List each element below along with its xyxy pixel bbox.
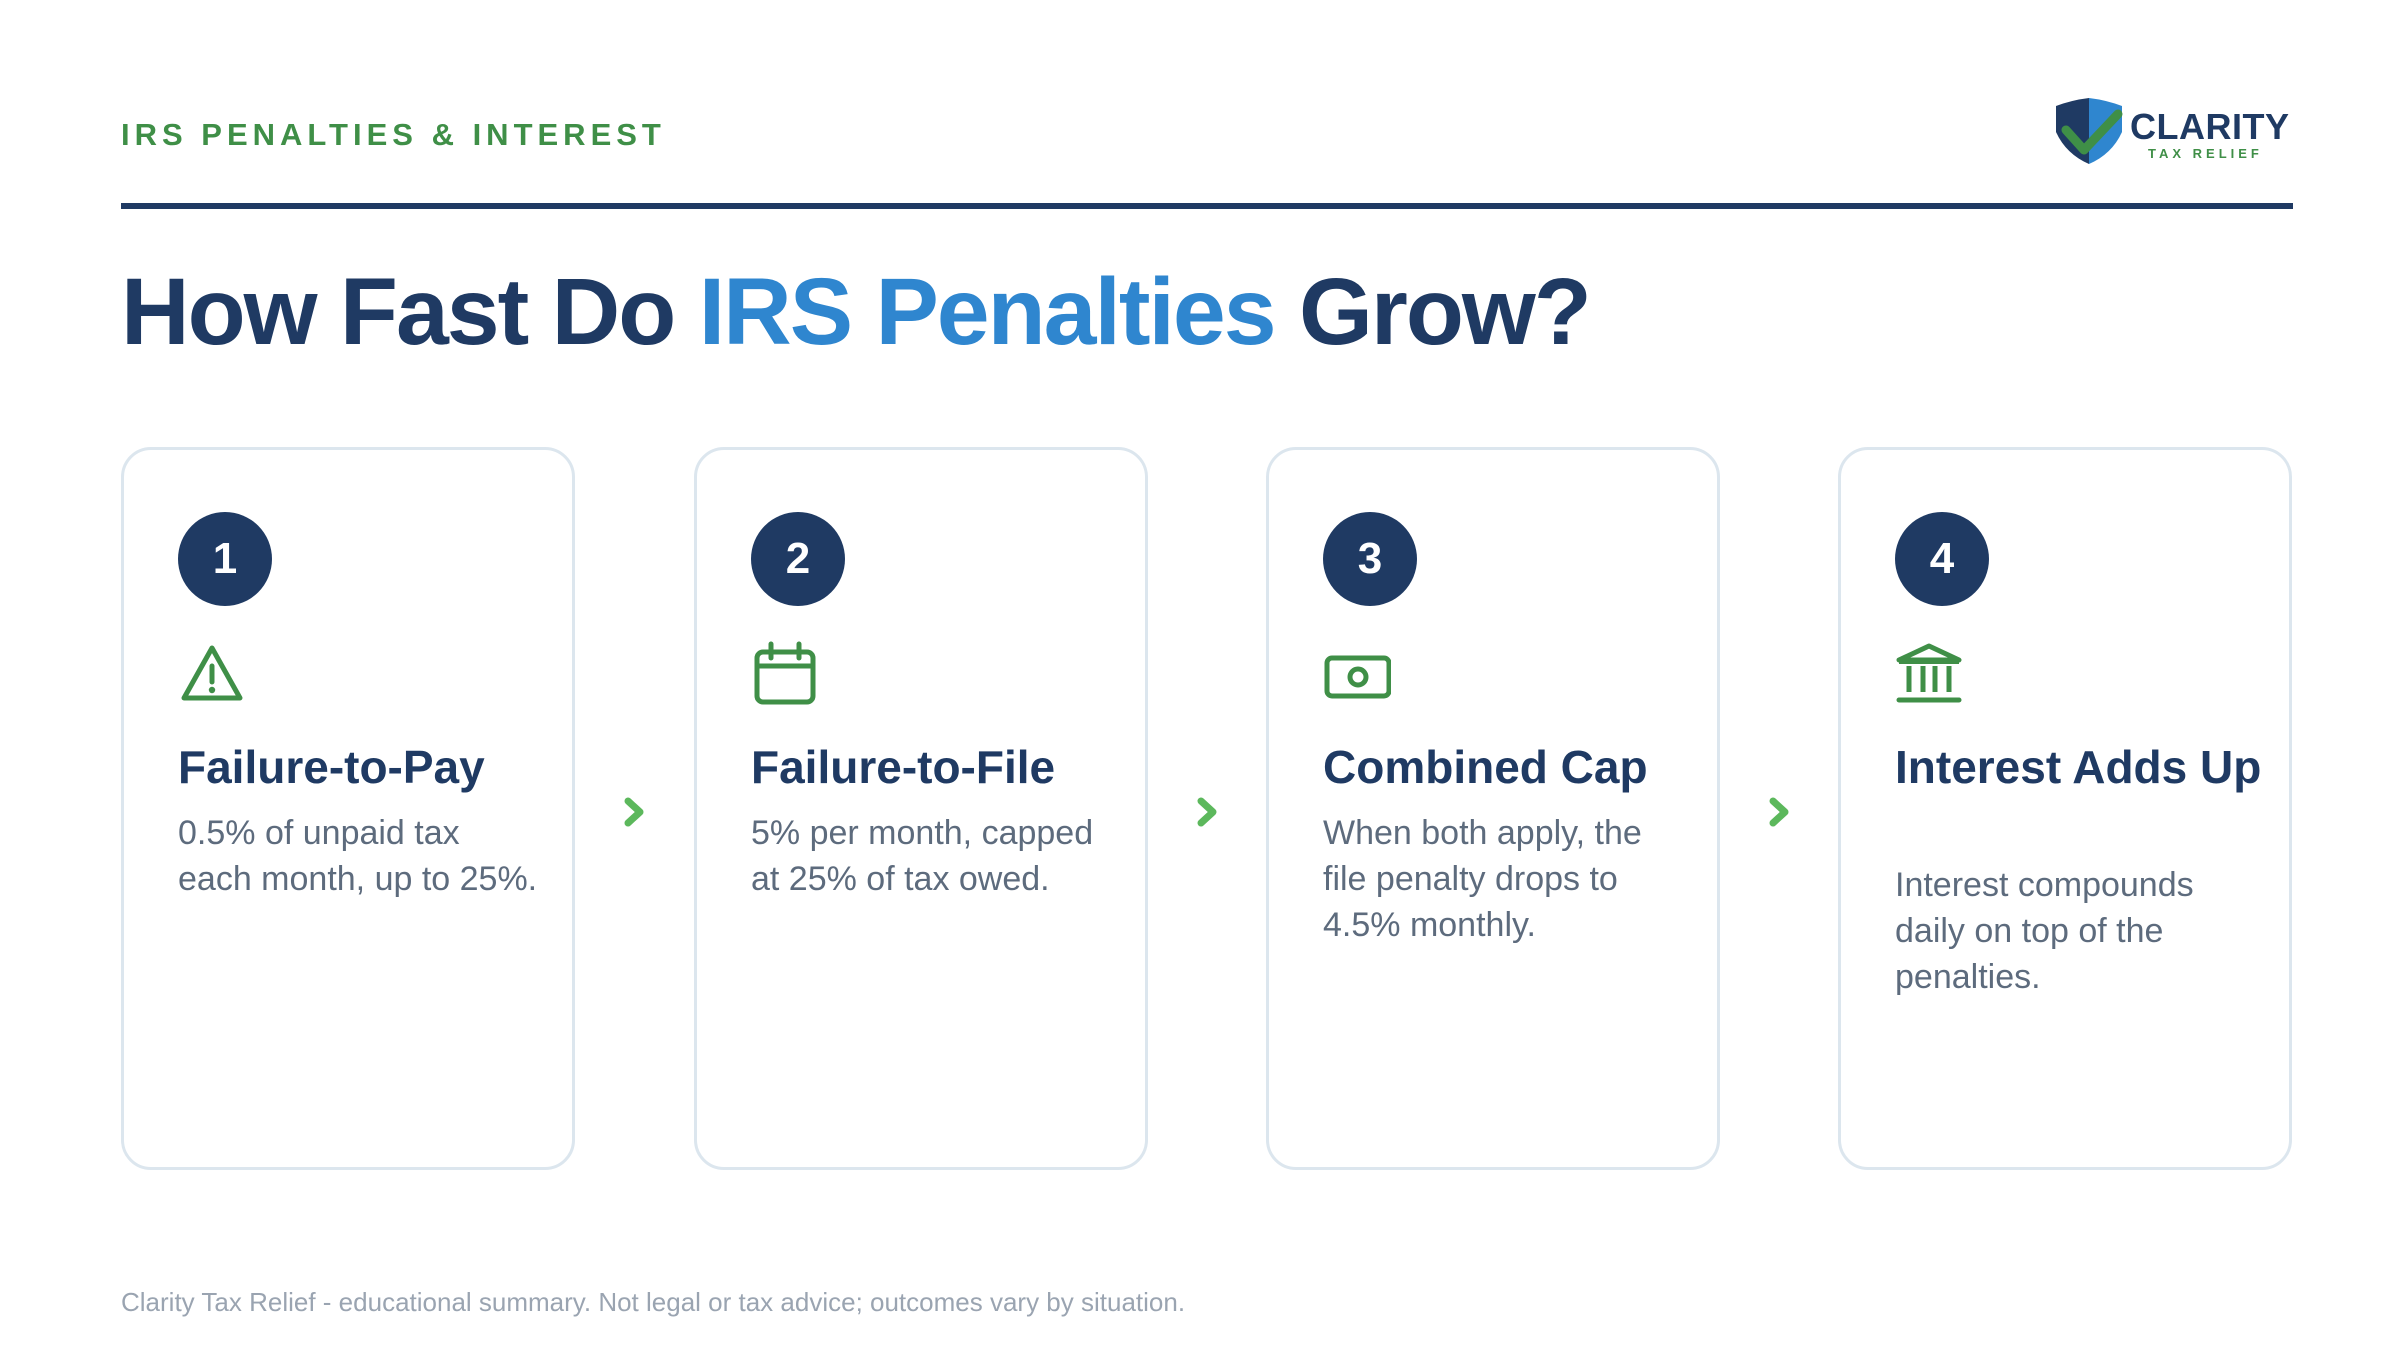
card-description: 5% per month, capped at 25% of tax owed. bbox=[751, 814, 1094, 898]
chevron-right-icon bbox=[1197, 797, 1217, 827]
card-description: When both apply, the file penalty drops … bbox=[1323, 814, 1642, 944]
title-accent: IRS Penalties bbox=[698, 259, 1277, 365]
header-divider bbox=[121, 203, 2293, 209]
step-number-badge: 2 bbox=[751, 512, 845, 606]
step-card-combined-cap: 3 Combined Cap When both apply, the file… bbox=[1266, 447, 1720, 1170]
logo-wordmark: CLARITY bbox=[2130, 106, 2290, 147]
chevron-right-icon bbox=[1769, 797, 1789, 827]
step-number-badge: 1 bbox=[178, 512, 272, 606]
eyebrow-heading: IRS PENALTIES & INTEREST bbox=[121, 117, 666, 152]
chevron-right-icon bbox=[624, 797, 644, 827]
calendar-icon bbox=[754, 641, 816, 705]
step-number-badge: 4 bbox=[1895, 512, 1989, 606]
logo-tagline: TAX RELIEF bbox=[2148, 146, 2263, 161]
card-description: Interest compounds daily on top of the p… bbox=[1895, 866, 2194, 996]
card-title: Combined Cap bbox=[1323, 741, 1648, 793]
title-part-2: Grow? bbox=[1274, 259, 1592, 365]
card-title: Interest Adds Up bbox=[1895, 741, 2262, 793]
warning-triangle-icon bbox=[181, 645, 243, 701]
money-bill-icon bbox=[1324, 655, 1391, 699]
step-card-failure-to-pay: 1 Failure-to-Pay 0.5% of unpaid tax each… bbox=[121, 447, 575, 1170]
bank-icon bbox=[1896, 643, 1962, 703]
page-title: How Fast Do IRS Penalties Grow? bbox=[121, 258, 1592, 367]
title-part-1: How Fast Do bbox=[121, 259, 699, 365]
shield-check-icon bbox=[2056, 98, 2123, 164]
step-number-badge: 3 bbox=[1323, 512, 1417, 606]
card-title: Failure-to-File bbox=[751, 741, 1056, 793]
card-title: Failure-to-Pay bbox=[178, 741, 485, 793]
step-card-failure-to-file: 2 Failure-to-File 5% per month, capped a… bbox=[694, 447, 1148, 1170]
step-card-interest-adds-up: 4 Interest Adds Up Interest compounds da… bbox=[1838, 447, 2292, 1170]
disclaimer-footer: Clarity Tax Relief - educational summary… bbox=[121, 1287, 1186, 1317]
brand-logo: CLARITY TAX RELIEF bbox=[2052, 96, 2292, 170]
card-description: 0.5% of unpaid tax each month, up to 25%… bbox=[178, 814, 538, 898]
